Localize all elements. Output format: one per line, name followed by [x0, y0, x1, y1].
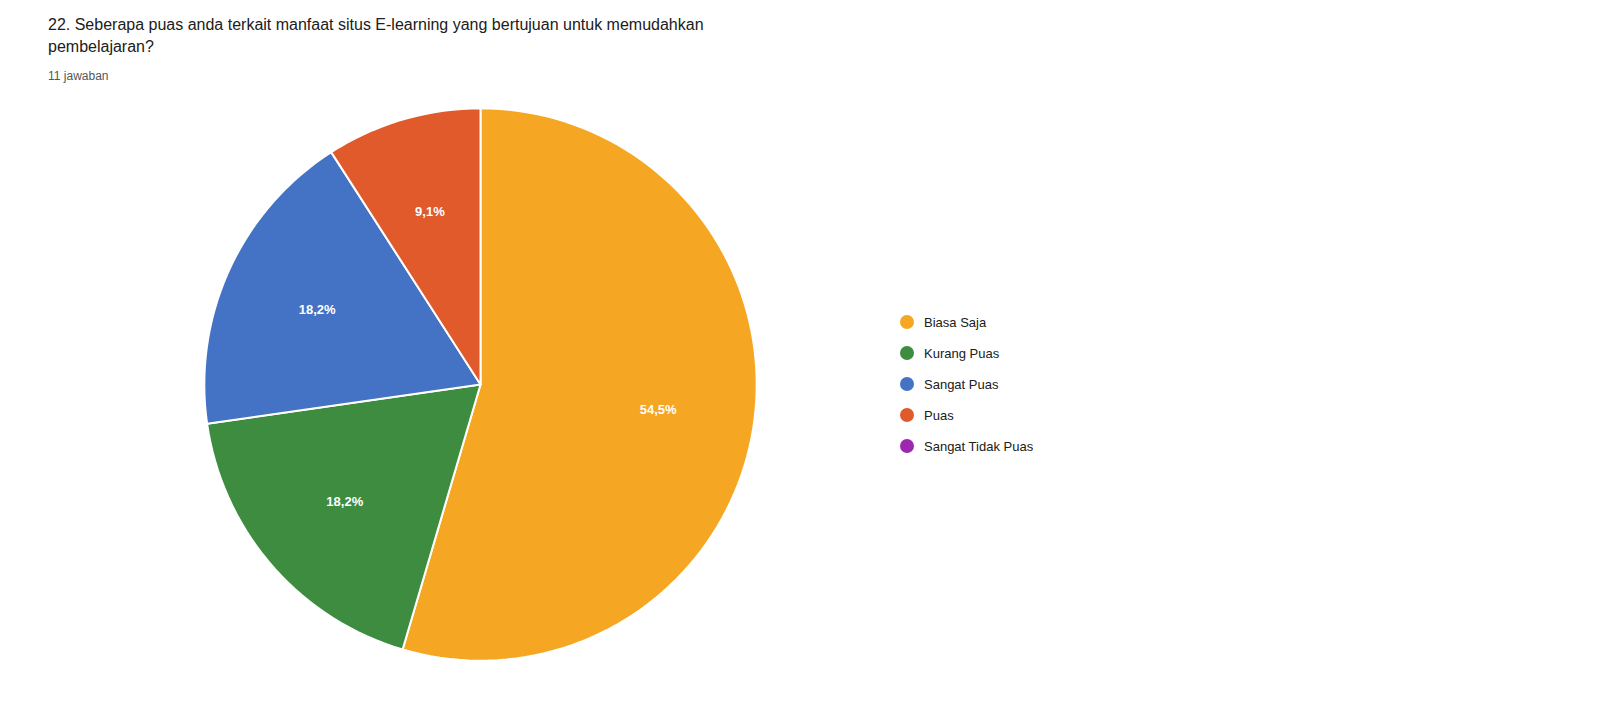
svg-text:18,2%: 18,2% — [299, 302, 336, 317]
html-text:pembelajaran?: pembelajaran? — [48, 38, 154, 55]
svg-text:18,2%: 18,2% — [326, 494, 363, 509]
html-text:22. Seberapa puas anda terkait: 22. Seberapa puas anda terkait manfaat s… — [48, 16, 704, 33]
html-text:Biasa Saja: Biasa Saja — [924, 314, 987, 330]
svg-text:9,1%: 9,1% — [415, 204, 445, 219]
html-text:Kurang Puas: Kurang Puas — [924, 345, 1000, 361]
html-text:Sangat Puas: Sangat Puas — [924, 376, 999, 392]
html-text:Puas: Puas — [924, 407, 954, 423]
html-text:Sangat Tidak Puas: Sangat Tidak Puas — [924, 438, 1034, 454]
html-text:11 jawaban: 11 jawaban — [48, 69, 109, 83]
svg-text:54,5%: 54,5% — [640, 402, 677, 417]
